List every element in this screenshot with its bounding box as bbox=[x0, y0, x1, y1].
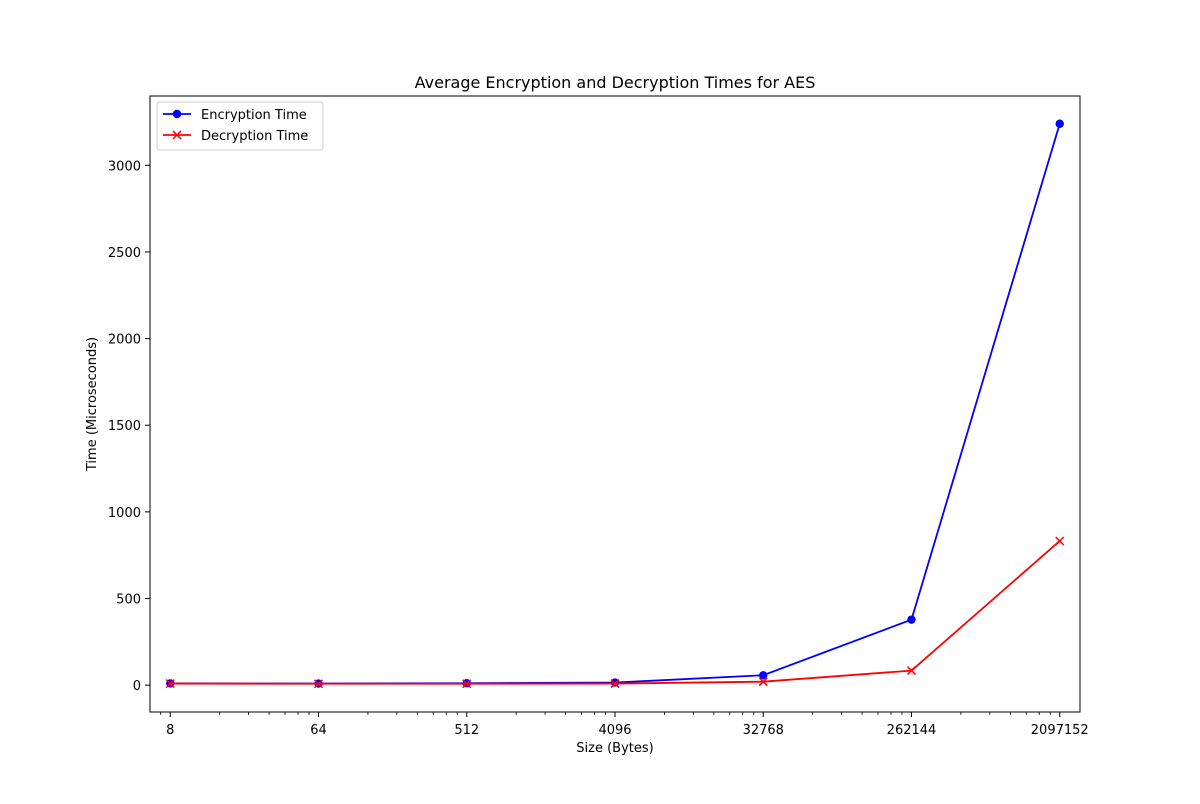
legend-box bbox=[156, 101, 324, 151]
data-point bbox=[758, 677, 768, 687]
data-point bbox=[759, 671, 768, 680]
data-point-stroke bbox=[1055, 536, 1065, 546]
legend-label: Encryption Time bbox=[201, 108, 307, 123]
data-point bbox=[1055, 536, 1065, 546]
y-tick-label: 0 bbox=[133, 679, 141, 694]
data-point-stroke bbox=[906, 666, 917, 676]
y-tick-label: 2500 bbox=[108, 246, 141, 261]
legend: Encryption Time Decryption Time bbox=[156, 101, 324, 151]
data-point-stroke bbox=[313, 679, 324, 689]
y-tick-label: 1000 bbox=[108, 506, 141, 521]
y-tick-label: 3000 bbox=[108, 159, 141, 174]
data-point bbox=[165, 679, 175, 689]
plot-area: 8 64 512 4096 32768 262144 2097152 0 500 1000 1500… bbox=[108, 95, 1089, 738]
x-tick-label: 8 bbox=[166, 723, 174, 738]
x-tick-label: 64 bbox=[310, 723, 327, 738]
y-tick-label: 500 bbox=[116, 593, 141, 608]
legend-marker bbox=[172, 109, 182, 119]
chart-title: Average Encryption and Decryption Times … bbox=[415, 73, 816, 92]
legend-marker-stroke bbox=[172, 130, 182, 140]
x-tick-label: 2097152 bbox=[1031, 723, 1089, 738]
legend-marker bbox=[172, 130, 182, 140]
y-tick-label: 1500 bbox=[108, 419, 141, 434]
data-point-stroke bbox=[610, 679, 620, 689]
data-point-stroke bbox=[165, 679, 175, 689]
data-point bbox=[462, 679, 472, 689]
data-point-stroke bbox=[462, 679, 472, 689]
x-tick-label: 4096 bbox=[598, 723, 631, 738]
y-tick-label: 2000 bbox=[108, 333, 141, 348]
x-tick-label: 32768 bbox=[743, 723, 784, 738]
x-axis-label: Size (Bytes) bbox=[576, 741, 653, 756]
data-point-stroke bbox=[758, 677, 768, 687]
data-point bbox=[907, 615, 916, 624]
data-point bbox=[610, 679, 620, 689]
data-point bbox=[1055, 119, 1064, 128]
x-tick-label: 512 bbox=[454, 723, 479, 738]
legend-label: Decryption Time bbox=[201, 129, 308, 144]
data-point bbox=[313, 679, 324, 689]
x-tick-label: 262144 bbox=[887, 723, 937, 738]
y-axis-label: Time (Microseconds) bbox=[85, 337, 100, 472]
data-point bbox=[906, 666, 917, 676]
